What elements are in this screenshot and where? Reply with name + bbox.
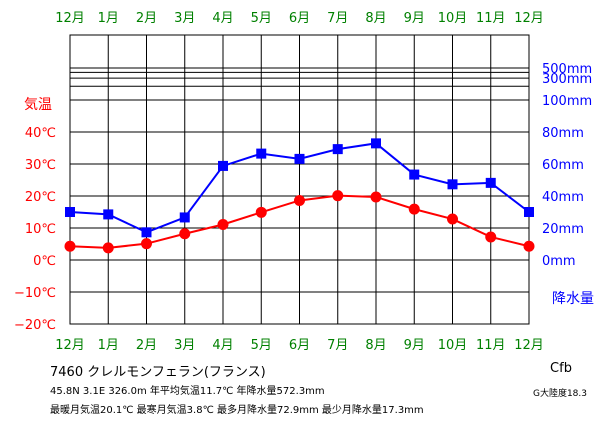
- month-label-bottom: 4月: [212, 338, 233, 353]
- month-label-top: 8月: [365, 11, 386, 26]
- month-label-top: 11月: [476, 11, 506, 26]
- temperature-tick-label: 10℃: [25, 222, 56, 237]
- month-label-top: 1月: [98, 11, 119, 26]
- continentality-index: G大陸度18.3: [532, 389, 587, 399]
- precipitation-tick-label: 300mm: [542, 72, 592, 87]
- month-label-top: 7月: [327, 11, 348, 26]
- precipitation-point: [141, 227, 152, 238]
- precipitation-point: [447, 179, 458, 190]
- temperature-axis-ticks: 40℃ 30℃ 20℃ 10℃ 0℃ −10℃ −20℃: [14, 126, 56, 333]
- precipitation-point: [371, 138, 381, 149]
- temperature-point: [141, 238, 152, 250]
- temperature-tick-label: 30℃: [25, 158, 56, 173]
- precipitation-point: [485, 177, 496, 188]
- month-label-top: 12月: [514, 11, 544, 26]
- temperature-point: [64, 240, 76, 252]
- month-axis-labels: 12月 12月 1月 1月 2月 2月 3月 3月 4月 4月 5月 5月 6月 6月 7月 7月 8月 8月 9月…: [55, 11, 544, 353]
- precipitation-tick-label: 60mm: [542, 158, 584, 173]
- chart-series: [64, 138, 535, 254]
- temperature-point: [485, 231, 497, 243]
- month-label-bottom: 9月: [404, 338, 425, 353]
- month-label-top: 3月: [174, 11, 195, 26]
- precipitation-point: [179, 212, 190, 223]
- precipitation-tick-label: 0mm: [542, 254, 576, 269]
- precipitation-point: [218, 160, 228, 171]
- temperature-point: [447, 213, 458, 225]
- month-label-top: 10月: [438, 11, 468, 26]
- month-label-bottom: 8月: [365, 338, 386, 353]
- climate-code: Cfb: [550, 361, 572, 376]
- precipitation-axis-title: 降水量: [552, 291, 594, 307]
- month-label-top: 5月: [251, 11, 272, 26]
- precipitation-point: [256, 148, 267, 159]
- month-label-bottom: 7月: [327, 338, 348, 353]
- temperature-axis-title: 気温: [24, 97, 52, 113]
- temperature-tick-label: −10℃: [14, 286, 56, 301]
- precipitation-tick-label: 500mm: [542, 62, 592, 77]
- temperature-tick-label: 20℃: [25, 190, 56, 205]
- precipitation-tick-label: 100mm: [542, 94, 592, 109]
- station-title: 7460 クレルモンフェラン(フランス): [50, 365, 266, 380]
- temperature-tick-label: −20℃: [14, 318, 56, 333]
- temperature-point: [102, 242, 114, 254]
- month-label-bottom: 10月: [438, 338, 468, 353]
- temperature-point: [179, 228, 191, 240]
- temperature-tick-label: 40℃: [25, 126, 56, 141]
- chart-grid: [69, 34, 530, 325]
- month-label-bottom: 1月: [98, 338, 119, 353]
- temperature-point: [523, 240, 535, 252]
- month-label-bottom: 12月: [55, 338, 85, 353]
- precipitation-point: [332, 144, 343, 155]
- precipitation-point: [294, 153, 305, 164]
- station-extremes: 最暖月気温20.1℃ 最寒月気温3.8℃ 最多月降水量72.9mm 最少月降水量…: [50, 405, 424, 416]
- temperature-point: [408, 203, 420, 215]
- month-label-bottom: 5月: [251, 338, 272, 353]
- precipitation-point: [524, 207, 534, 217]
- precipitation-point: [103, 209, 114, 220]
- station-summary: 45.8N 3.1E 326.0m 年平均気温11.7℃ 年降水量572.3mm: [50, 386, 325, 397]
- precipitation-tick-label: 40mm: [542, 190, 584, 205]
- month-label-bottom: 3月: [174, 338, 195, 353]
- month-label-top: 12月: [55, 11, 85, 26]
- temperature-point: [294, 194, 305, 206]
- temperature-point: [255, 206, 267, 218]
- month-label-bottom: 12月: [514, 338, 544, 353]
- precipitation-tick-label: 20mm: [542, 222, 584, 237]
- precipitation-point: [65, 207, 75, 217]
- month-label-bottom: 2月: [136, 338, 157, 353]
- month-label-top: 9月: [404, 11, 425, 26]
- precipitation-point: [409, 169, 420, 180]
- month-label-bottom: 6月: [289, 338, 310, 353]
- temperature-point: [217, 218, 229, 230]
- temperature-point: [370, 191, 382, 203]
- precipitation-tick-label: 80mm: [542, 126, 584, 141]
- month-label-top: 2月: [136, 11, 157, 26]
- temperature-tick-label: 0℃: [33, 254, 56, 269]
- month-label-bottom: 11月: [476, 338, 506, 353]
- month-label-top: 6月: [289, 11, 310, 26]
- temperature-point: [332, 190, 344, 202]
- month-label-top: 4月: [212, 11, 233, 26]
